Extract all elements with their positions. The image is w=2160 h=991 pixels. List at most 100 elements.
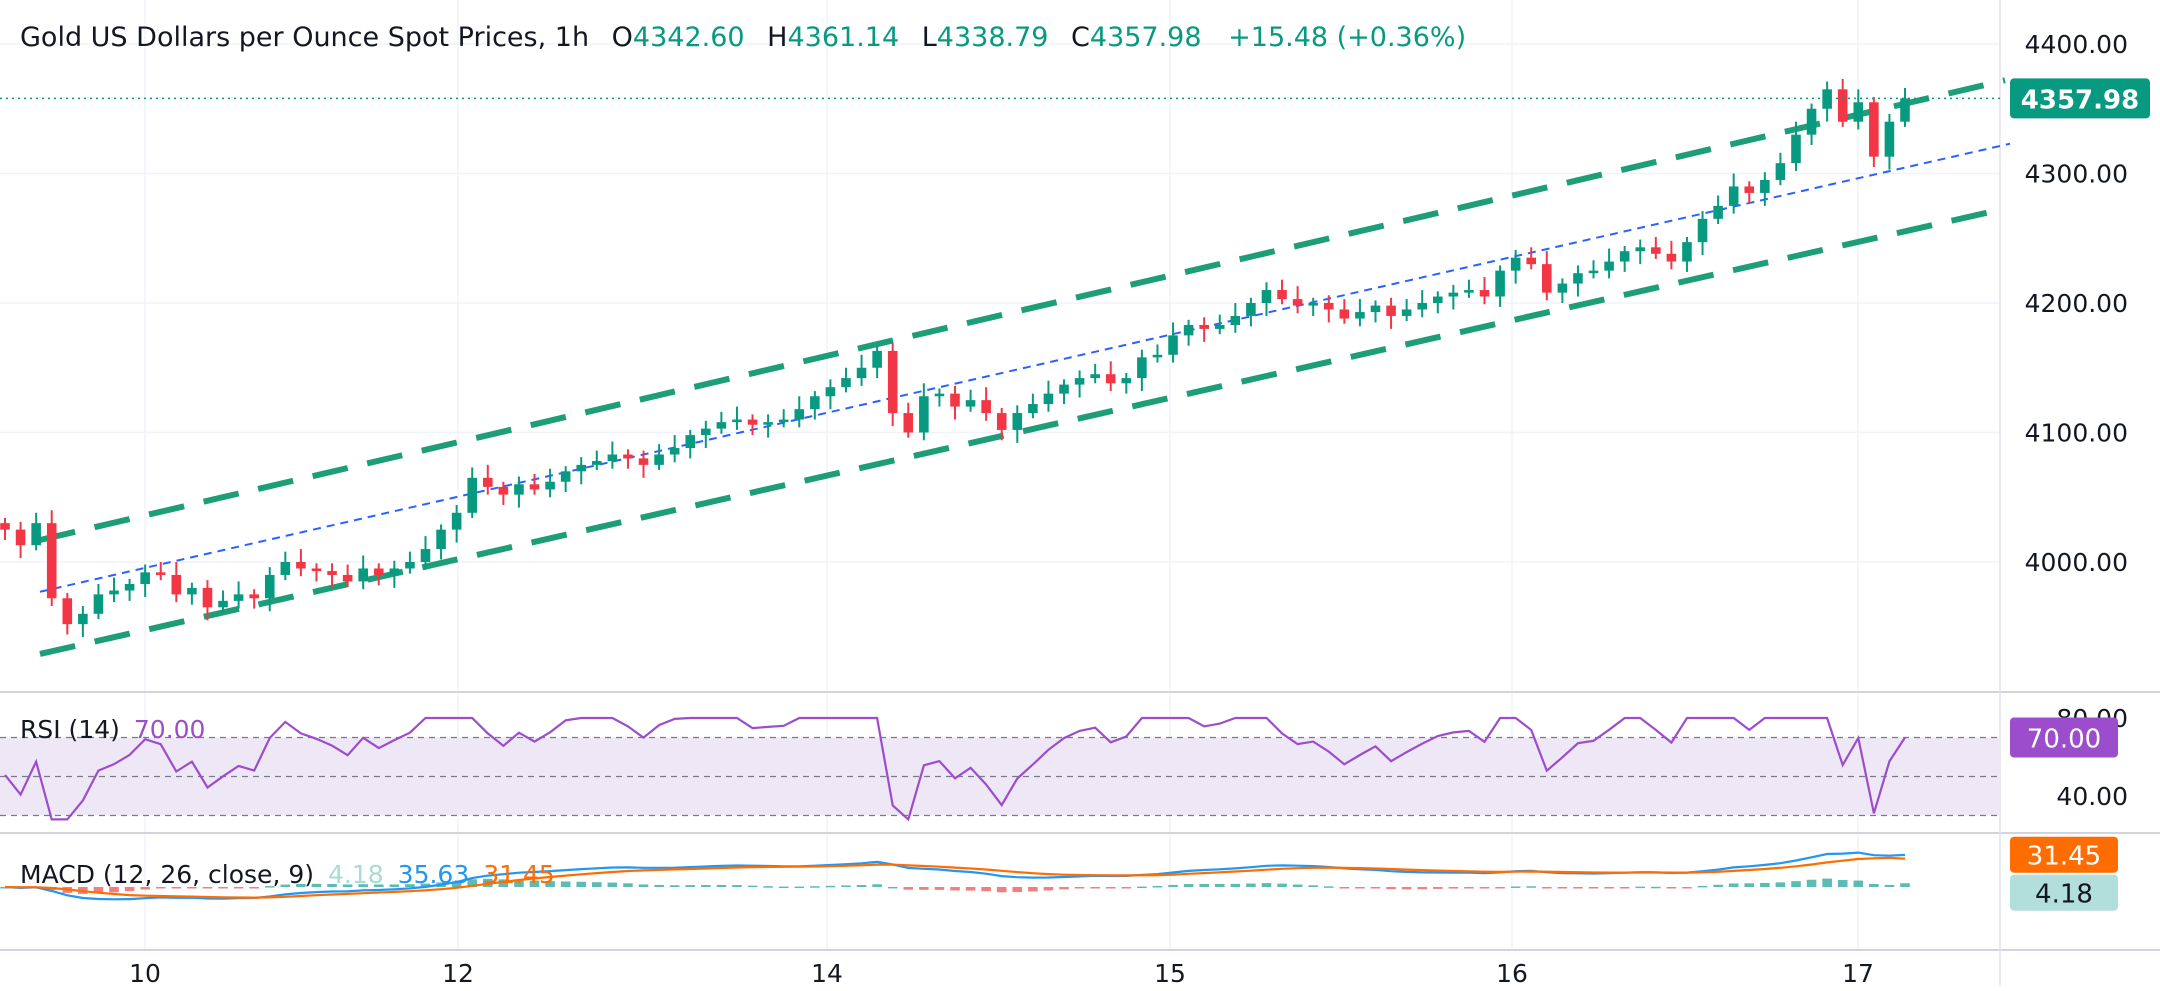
macd-histogram-bar [1697,885,1708,888]
macd-histogram-bar [1619,887,1630,889]
candle [1479,277,1490,305]
candle [1168,322,1178,363]
macd-signal-line [4,856,1906,899]
macd-histogram-bar [1869,883,1879,887]
candle [389,560,400,588]
macd-histogram-bar [187,887,197,889]
candle [1370,300,1381,323]
macd-histogram-bar [1510,886,1521,888]
candle [996,407,1007,441]
rsi-axis-tick: 40.00 [2056,782,2128,811]
open-value: 4342.60 [632,22,745,53]
candle [576,457,587,485]
macd-histogram-bar [467,879,478,887]
candle-body [1900,98,1910,122]
macd-histogram-bar [810,886,820,888]
candle [1401,299,1412,322]
candle-body [280,562,291,575]
candle [1464,279,1474,298]
rsi-value: 70.00 [133,715,206,744]
candle-body [1137,357,1147,379]
macd-pane: 31.45 4.18 [0,836,2118,911]
macd-legend: MACD (12, 26, close, 9) 4.18 35.63 31.45 [20,860,569,889]
candle-body [1775,163,1786,180]
macd-histogram-bar [592,882,602,887]
candle [187,582,197,605]
candle [233,581,244,609]
candle-body [1386,305,1396,316]
candle-body [965,400,976,407]
candle-body [950,393,960,407]
macd-histogram-bar [996,887,1007,893]
candle [669,435,680,463]
price-axis-tick: 4000.00 [2025,548,2128,577]
candle-body [1869,102,1879,157]
macd-histogram-bar [1308,885,1318,887]
candle-body [124,584,135,591]
macd-histogram-bar [1837,879,1848,887]
time-axis-tick: 14 [811,959,843,986]
candle [358,555,368,590]
candle [529,473,540,495]
macd-histogram-bar [202,887,213,889]
macd-histogram-bar [1214,883,1225,887]
macd-histogram-bar [1028,887,1038,892]
candle [638,450,649,478]
rsi-value-tag-label: 70.00 [2027,725,2101,755]
macd-histogram-bar [529,880,540,887]
candle [1806,103,1817,146]
candle-body [1323,303,1334,310]
candle [1012,405,1023,443]
candle [1869,97,1879,168]
candle [327,563,337,588]
macd-histogram-bar [965,887,976,891]
candle [1884,113,1895,170]
price-axis-tick: 4400.00 [2025,30,2128,59]
candle [545,468,555,498]
candle [856,354,867,386]
rsi-label: RSI (14) [20,715,120,744]
candle-body [1214,325,1225,329]
candle-body [15,529,26,546]
macd-histogram-bar [155,887,166,889]
macd-histogram-bar [1199,883,1209,887]
candle-body [654,454,664,465]
candle [716,411,727,434]
candle [1837,78,1848,127]
candle [1619,246,1630,272]
macd-histogram-bar [124,887,135,892]
macd-histogram-bar [919,887,929,890]
macd-histogram-bar [1448,887,1459,889]
candle-body [607,454,618,461]
macd-histogram-bar [1464,887,1474,889]
candle [1728,173,1739,214]
candle-body [747,419,758,425]
candle [1137,349,1147,392]
candle-body [1542,264,1552,293]
macd-histogram-bar [1090,887,1100,889]
candle [778,409,789,428]
macd-histogram-bar [747,885,758,888]
macd-histogram-bar [1386,887,1396,890]
candle [1199,317,1209,342]
candle-body [1432,296,1443,303]
macd-histogram-bar [1401,887,1412,890]
macd-histogram-bar [841,885,851,887]
candle-body [1588,270,1599,274]
macd-histogram-bar [1822,878,1832,887]
candle-body [436,529,446,550]
candle-body [155,572,166,575]
macd-histogram-bar [1370,887,1381,889]
candle-body [1464,290,1474,293]
candle [1028,393,1038,419]
rsi-legend: RSI (14) 70.00 [20,715,219,744]
macd-histogram-bar [1230,883,1241,887]
candle-body [1557,283,1568,293]
macd-histogram-bar [1339,887,1350,889]
candle-body [1074,378,1085,385]
macd-histogram-bar [794,886,805,889]
macd-histogram-bar [856,884,867,887]
macd-histogram-bar [1806,879,1817,887]
candle-body [732,419,742,423]
